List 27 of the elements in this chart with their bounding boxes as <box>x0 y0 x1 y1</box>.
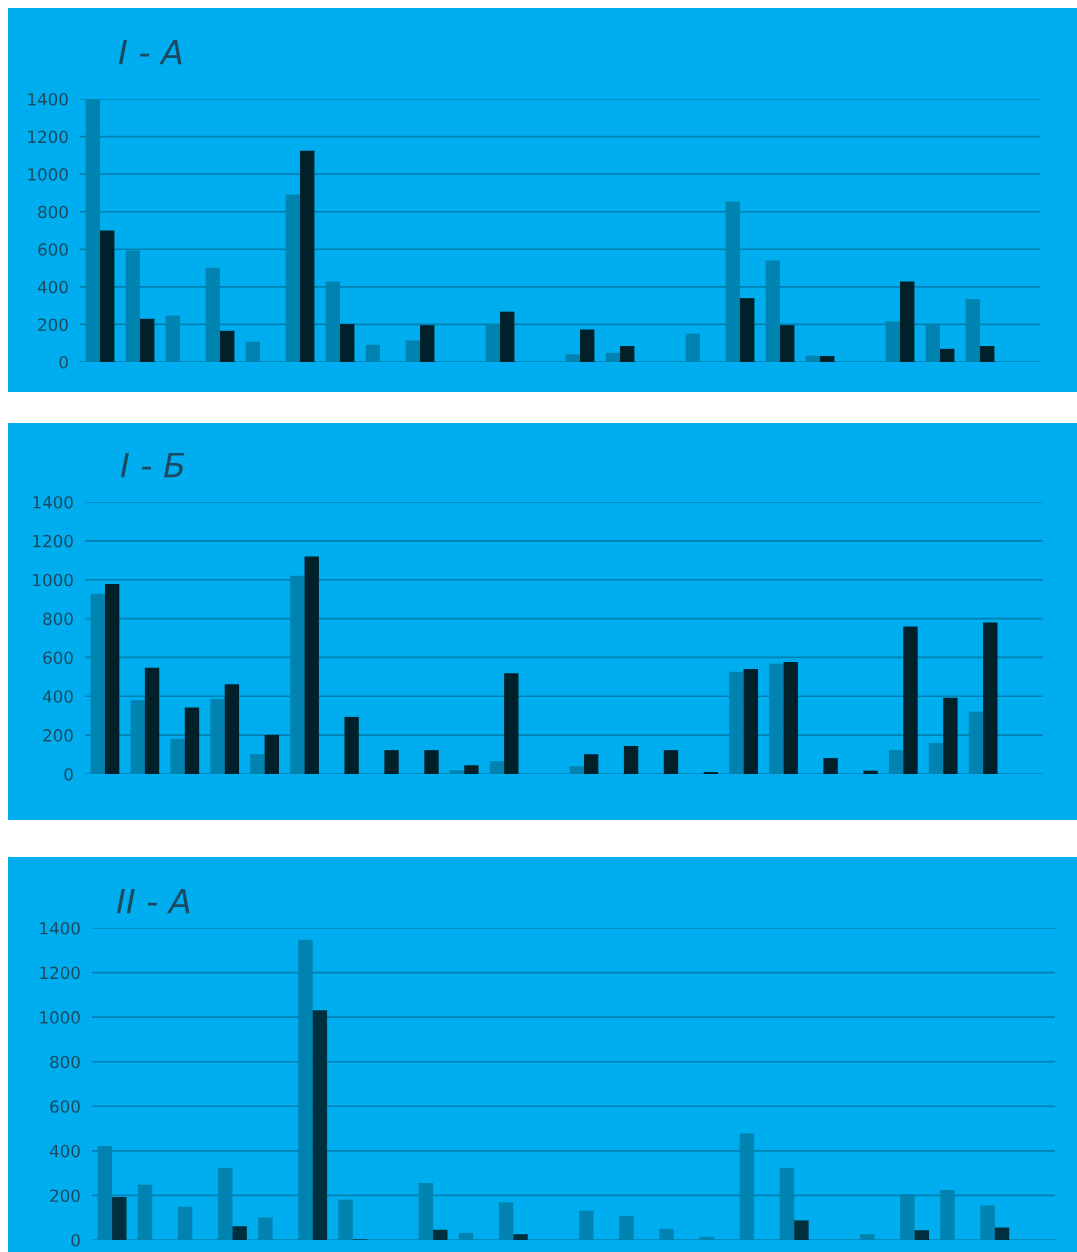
y-tick-label: 200 <box>50 1189 80 1202</box>
y-tick-label: 0 <box>64 767 73 781</box>
chart-title: I - Б <box>120 452 185 478</box>
y-tick-label: 600 <box>43 651 73 664</box>
y-tick-label: 1000 <box>33 573 73 587</box>
chart-title: I - А <box>118 39 182 65</box>
y-tick-label: 1400 <box>40 921 80 935</box>
y-tick-label: 1200 <box>28 130 68 144</box>
y-tick-label: 800 <box>43 612 73 626</box>
y-tick-label: 800 <box>38 205 68 219</box>
y-tick-label: 400 <box>49 1144 80 1158</box>
y-tick-label: 1400 <box>28 92 68 106</box>
y-tick-label: 400 <box>37 280 68 294</box>
y-tick-label: 600 <box>38 243 68 256</box>
y-tick-label: 1200 <box>40 966 80 980</box>
y-tick-label: 400 <box>42 690 73 703</box>
y-tick-label: 200 <box>38 318 68 331</box>
y-tick-label: 0 <box>59 355 68 369</box>
y-tick-label: 1000 <box>40 1011 80 1024</box>
y-tick-label: 200 <box>43 729 73 742</box>
chart-title: II - А <box>116 888 190 914</box>
y-tick-label: 600 <box>50 1100 80 1113</box>
y-tick-label: 1400 <box>33 495 73 509</box>
y-tick-label: 800 <box>50 1055 80 1069</box>
y-tick-label: 0 <box>71 1233 80 1247</box>
y-tick-label: 1200 <box>33 534 73 548</box>
y-tick-label: 1000 <box>28 168 68 181</box>
